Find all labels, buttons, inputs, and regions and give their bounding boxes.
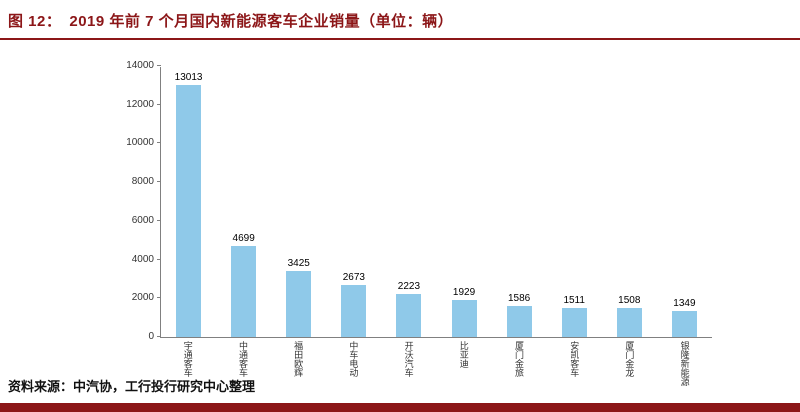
x-category-label-text: 宇通客车 xyxy=(182,341,193,377)
bar-value-label: 13013 xyxy=(174,72,203,84)
bar xyxy=(506,306,532,337)
source-text: 中汽协，工行投行研究中心整理 xyxy=(73,379,256,394)
source-label: 资料来源： xyxy=(8,379,74,394)
bar xyxy=(561,307,587,337)
x-category-label-text: 厦门金龙 xyxy=(624,341,635,377)
bar-value-label: 1511 xyxy=(563,294,585,306)
source-note: 资料来源：中汽协，工行投行研究中心整理 xyxy=(8,376,255,395)
bar xyxy=(176,85,202,337)
bar-column: 1511 xyxy=(547,67,602,337)
y-tick-label: 0 xyxy=(148,331,154,342)
y-tick-label: 12000 xyxy=(126,98,154,110)
x-category-label: 银隆新能源 xyxy=(657,341,712,386)
bar-column: 2223 xyxy=(381,67,436,337)
x-category-label-text: 安凯客车 xyxy=(569,341,580,377)
y-tick-mark xyxy=(157,142,161,144)
bars-container: 13013 4699 3425 2673 2223 1929 1586 1511 1508 134… xyxy=(161,67,712,337)
y-tick-mark xyxy=(157,336,161,337)
x-category-label: 安凯客车 xyxy=(546,341,601,386)
bar xyxy=(396,293,422,337)
bar xyxy=(341,285,367,337)
x-category-label: 中车电动 xyxy=(326,341,381,386)
bar-column: 4699 xyxy=(216,67,271,337)
header-divider xyxy=(0,38,800,40)
bar-column: 2673 xyxy=(326,67,381,337)
y-tick-mark xyxy=(157,258,161,260)
x-category-label: 厦门金旅 xyxy=(491,341,546,386)
y-tick-label: 2000 xyxy=(131,292,154,304)
bar-value-label: 3425 xyxy=(287,257,310,269)
bar-column: 1349 xyxy=(657,67,712,337)
x-category-label-text: 中通客车 xyxy=(237,341,248,377)
bar-column: 1508 xyxy=(602,67,657,337)
bar-value-label: 1349 xyxy=(673,297,696,309)
bar xyxy=(451,299,477,337)
x-category-label-text: 银隆新能源 xyxy=(679,341,690,386)
bar-value-label: 2223 xyxy=(397,280,421,292)
x-category-label: 比亚迪 xyxy=(436,341,491,386)
figure-number: 图 12： xyxy=(8,13,62,30)
bar-value-label: 1508 xyxy=(618,294,641,306)
figure-title: 2019 年前 7 个月国内新能源客车企业销量（单位：辆） xyxy=(69,13,454,30)
bar-value-label: 2673 xyxy=(342,272,365,284)
x-category-label-text: 开沃汽车 xyxy=(403,341,414,377)
x-axis-labels: 宇通客车 中通客车 福田欧辉 中车电动 开沃汽车 比亚迪 厦门金旅 安凯客车 厦门金龙 银隆新能源 xyxy=(160,341,712,386)
x-category-label-text: 厦门金旅 xyxy=(513,341,524,377)
plot-area: 13013 4699 3425 2673 2223 1929 1586 1511 1508 134… xyxy=(126,61,712,342)
bar xyxy=(616,307,642,337)
y-tick-label: 4000 xyxy=(131,253,154,265)
y-tick-label: 14000 xyxy=(126,60,154,71)
bar xyxy=(231,246,257,337)
bar-column: 13013 xyxy=(161,67,216,337)
y-tick-mark xyxy=(157,103,161,105)
y-tick-mark xyxy=(157,181,161,183)
bar xyxy=(286,270,312,337)
y-tick-mark xyxy=(157,65,161,66)
bar-column: 1586 xyxy=(492,67,547,337)
x-category-label: 厦门金龙 xyxy=(602,341,657,386)
y-tick-mark xyxy=(157,297,161,299)
y-tick-label: 6000 xyxy=(131,214,154,226)
bar xyxy=(671,310,697,337)
x-category-label: 福田欧辉 xyxy=(270,341,325,386)
x-category-label-text: 福田欧辉 xyxy=(293,341,304,377)
x-category-label-text: 中车电动 xyxy=(348,341,359,377)
bar-value-label: 4699 xyxy=(232,233,255,245)
bar-value-label: 1586 xyxy=(507,293,531,305)
x-category-label: 开沃汽车 xyxy=(381,341,436,386)
y-tick-label: 10000 xyxy=(126,137,154,149)
bar-column: 1929 xyxy=(436,67,491,337)
bar-value-label: 1929 xyxy=(452,286,476,298)
y-tick-mark xyxy=(157,219,161,221)
figure-header: 图 12： 2019 年前 7 个月国内新能源客车企业销量（单位：辆） xyxy=(8,10,453,31)
bottom-accent-bar xyxy=(0,403,800,412)
x-category-label-text: 比亚迪 xyxy=(458,341,469,368)
y-tick-label: 8000 xyxy=(131,176,154,188)
bar-column: 3425 xyxy=(271,67,326,337)
x-category-label: 宇通客车 xyxy=(160,341,215,386)
x-category-label: 中通客车 xyxy=(215,341,270,386)
